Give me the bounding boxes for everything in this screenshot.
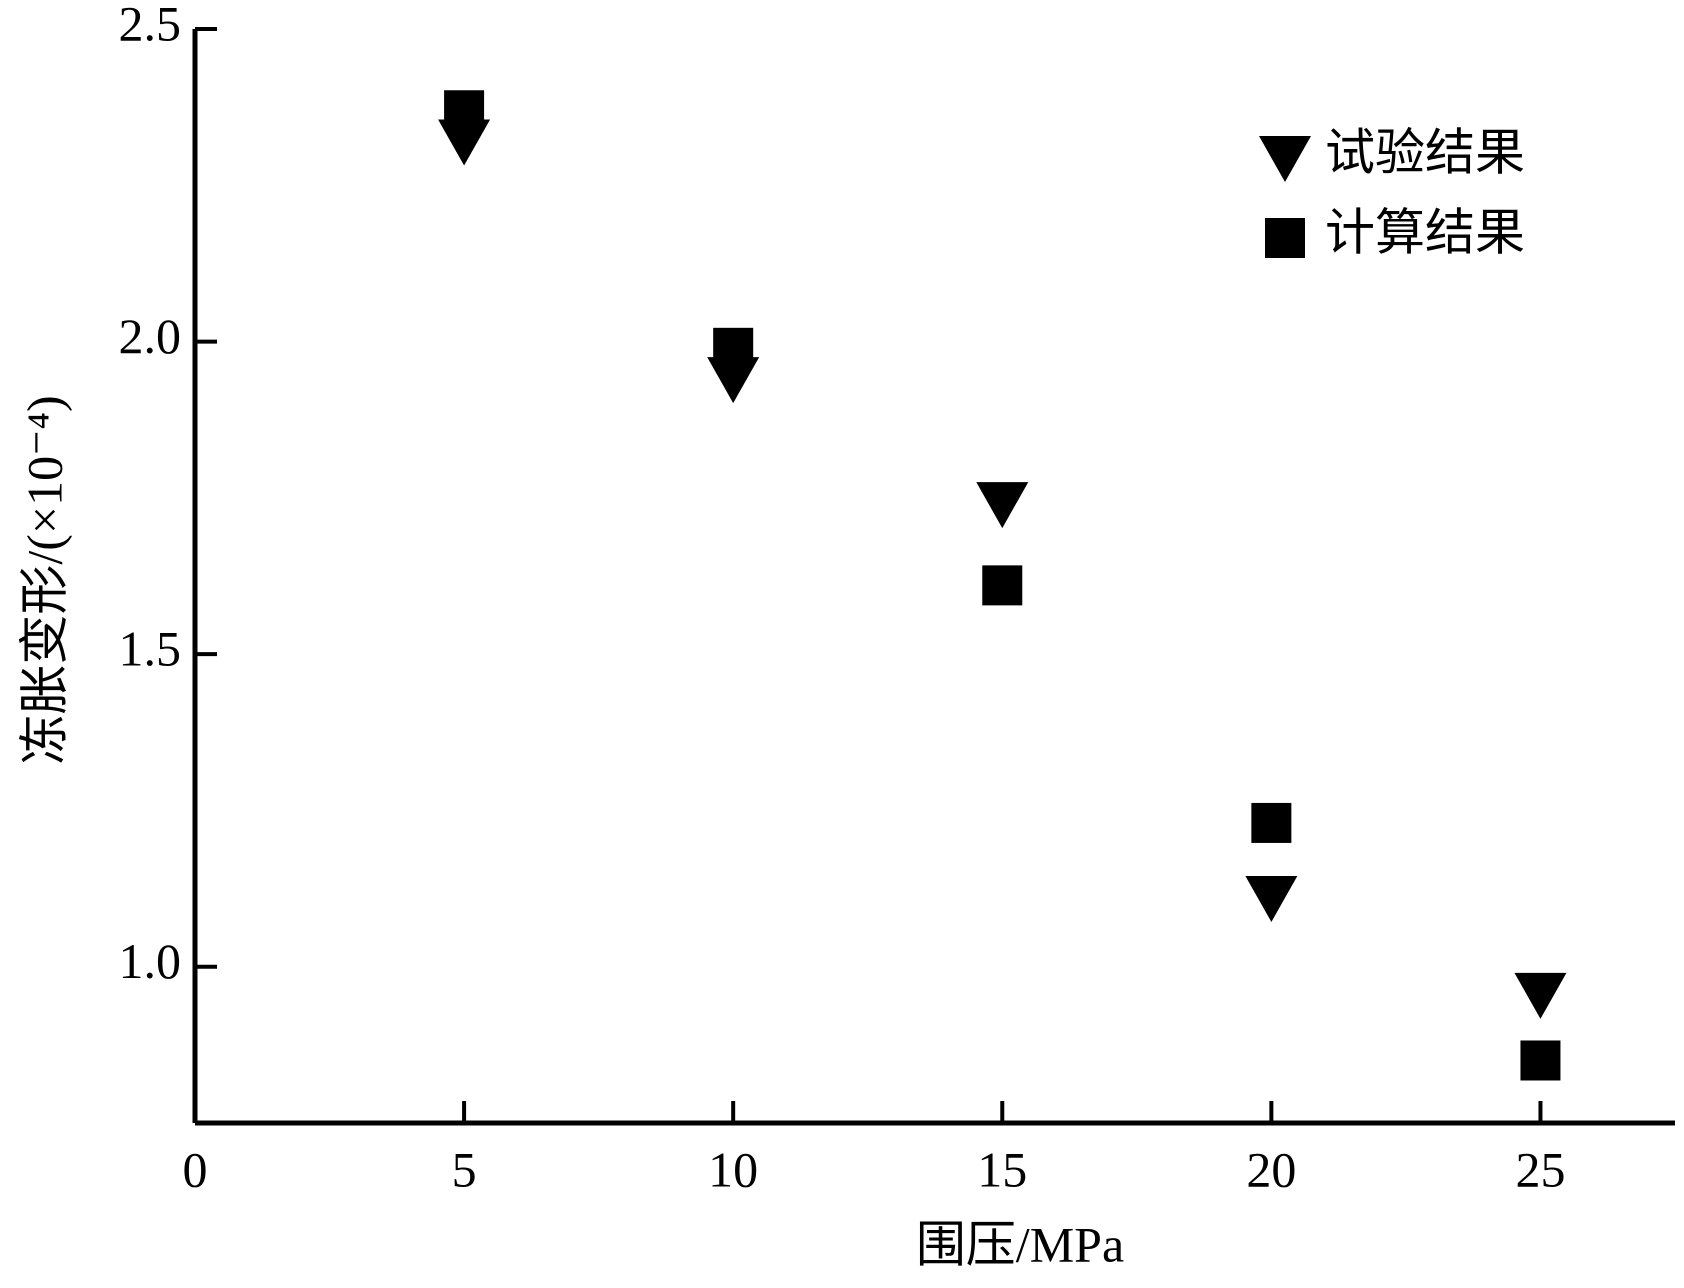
- square-marker: [1251, 802, 1292, 843]
- legend-label: 计算结果: [1325, 204, 1525, 260]
- legend-marker: [1265, 218, 1305, 258]
- x-tick-label: 0: [183, 1141, 208, 1197]
- square-marker: [982, 565, 1023, 606]
- x-tick-label: 5: [452, 1141, 477, 1197]
- legend-marker: [1259, 136, 1311, 182]
- triangle-marker: [438, 119, 491, 166]
- x-axis-label: 围压/MPa: [916, 1216, 1124, 1272]
- x-tick-label: 10: [708, 1141, 758, 1197]
- triangle-marker: [1514, 972, 1567, 1019]
- triangle-marker: [976, 482, 1029, 529]
- y-tick-label: 2.0: [119, 308, 182, 364]
- y-tick-label: 2.5: [119, 0, 182, 51]
- legend-label: 试验结果: [1325, 124, 1525, 180]
- triangle-marker: [707, 357, 760, 404]
- x-tick-label: 20: [1246, 1141, 1296, 1197]
- triangle-marker: [1245, 875, 1298, 922]
- y-tick-label: 1.0: [119, 933, 182, 989]
- square-marker: [713, 327, 754, 368]
- y-tick-label: 1.5: [119, 621, 182, 677]
- x-tick-label: 25: [1515, 1141, 1565, 1197]
- y-axis-label: 冻胀变形/(×10⁻⁴): [16, 395, 72, 764]
- x-tick-label: 15: [977, 1141, 1027, 1197]
- square-marker: [1520, 1040, 1561, 1081]
- square-marker: [444, 90, 485, 131]
